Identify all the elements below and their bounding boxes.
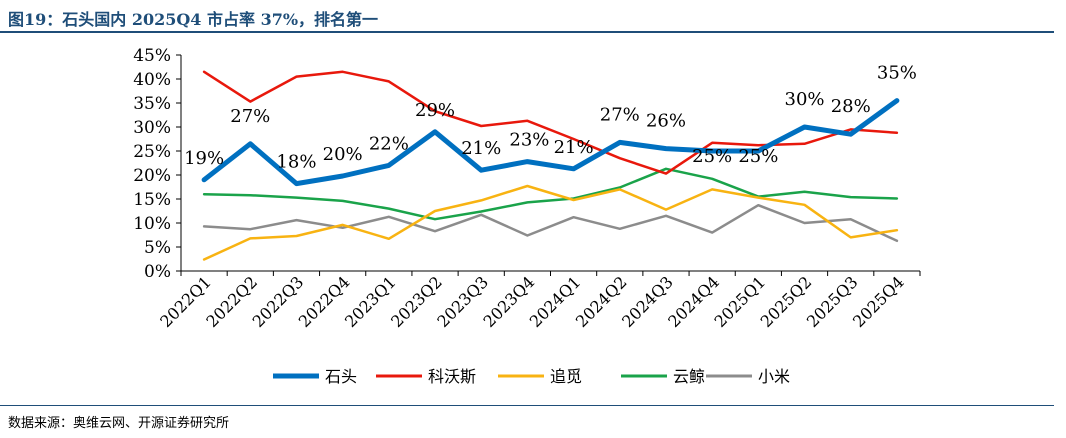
figure-title: 图19：石头国内 2025Q4 市占率 37%，排名第一 bbox=[8, 10, 379, 29]
data-label: 19% bbox=[184, 148, 224, 169]
data-labels: 19%27%18% 20%22%29%21% 23% 21%27% 26%25% 25%3… bbox=[184, 63, 917, 173]
data-label: 27% bbox=[230, 106, 270, 127]
data-label: 28% bbox=[831, 96, 871, 117]
data-label: 21% bbox=[554, 137, 594, 158]
data-label: 25% bbox=[738, 146, 778, 167]
line-chart: 0%5%10%15%20%25%30%35%40%45%2022Q12022Q2… bbox=[133, 46, 921, 386]
data-label: 30% bbox=[785, 89, 825, 110]
legend-label: 科沃斯 bbox=[428, 367, 476, 386]
y-tick-label: 5% bbox=[144, 238, 171, 258]
series-line-石头 bbox=[201, 98, 900, 187]
y-tick-label: 25% bbox=[133, 142, 171, 162]
series-line-科沃斯 bbox=[202, 70, 899, 175]
legend-label: 小米 bbox=[758, 367, 790, 386]
y-tick-label: 40% bbox=[133, 70, 171, 90]
data-source: 数据来源：奥维云网、开源证券研究所 bbox=[8, 416, 230, 431]
y-tick-label: 35% bbox=[133, 94, 171, 114]
legend-label: 石头 bbox=[325, 367, 357, 386]
y-tick-label: 20% bbox=[133, 166, 171, 186]
y-tick-label: 30% bbox=[133, 118, 171, 138]
y-tick-label: 45% bbox=[133, 46, 171, 66]
series-line-追觅 bbox=[202, 184, 899, 261]
legend-label: 追觅 bbox=[550, 367, 582, 386]
data-label: 20% bbox=[323, 144, 363, 165]
y-tick-label: 10% bbox=[133, 214, 171, 234]
y-tick-label: 0% bbox=[144, 262, 171, 282]
chart-legend: 石头 科沃斯 追觅 云鲸 小米 bbox=[273, 367, 790, 386]
data-label: 26% bbox=[646, 111, 686, 132]
data-label: 29% bbox=[415, 100, 455, 121]
x-tick-label: 2025Q4 bbox=[849, 272, 908, 331]
series-line-小米 bbox=[202, 203, 899, 243]
y-tick-label: 15% bbox=[133, 190, 171, 210]
series-line-云鲸 bbox=[202, 167, 899, 221]
data-label: 25% bbox=[692, 146, 732, 167]
source-divider bbox=[0, 405, 1054, 406]
title-divider bbox=[0, 31, 1054, 33]
data-label: 23% bbox=[509, 130, 549, 151]
data-label: 21% bbox=[461, 138, 501, 159]
data-label: 27% bbox=[600, 104, 640, 125]
legend-label: 云鲸 bbox=[673, 367, 705, 386]
data-label: 22% bbox=[369, 133, 409, 154]
series-lines bbox=[201, 70, 900, 261]
data-label: 18% bbox=[276, 152, 316, 173]
data-label: 35% bbox=[877, 63, 917, 84]
